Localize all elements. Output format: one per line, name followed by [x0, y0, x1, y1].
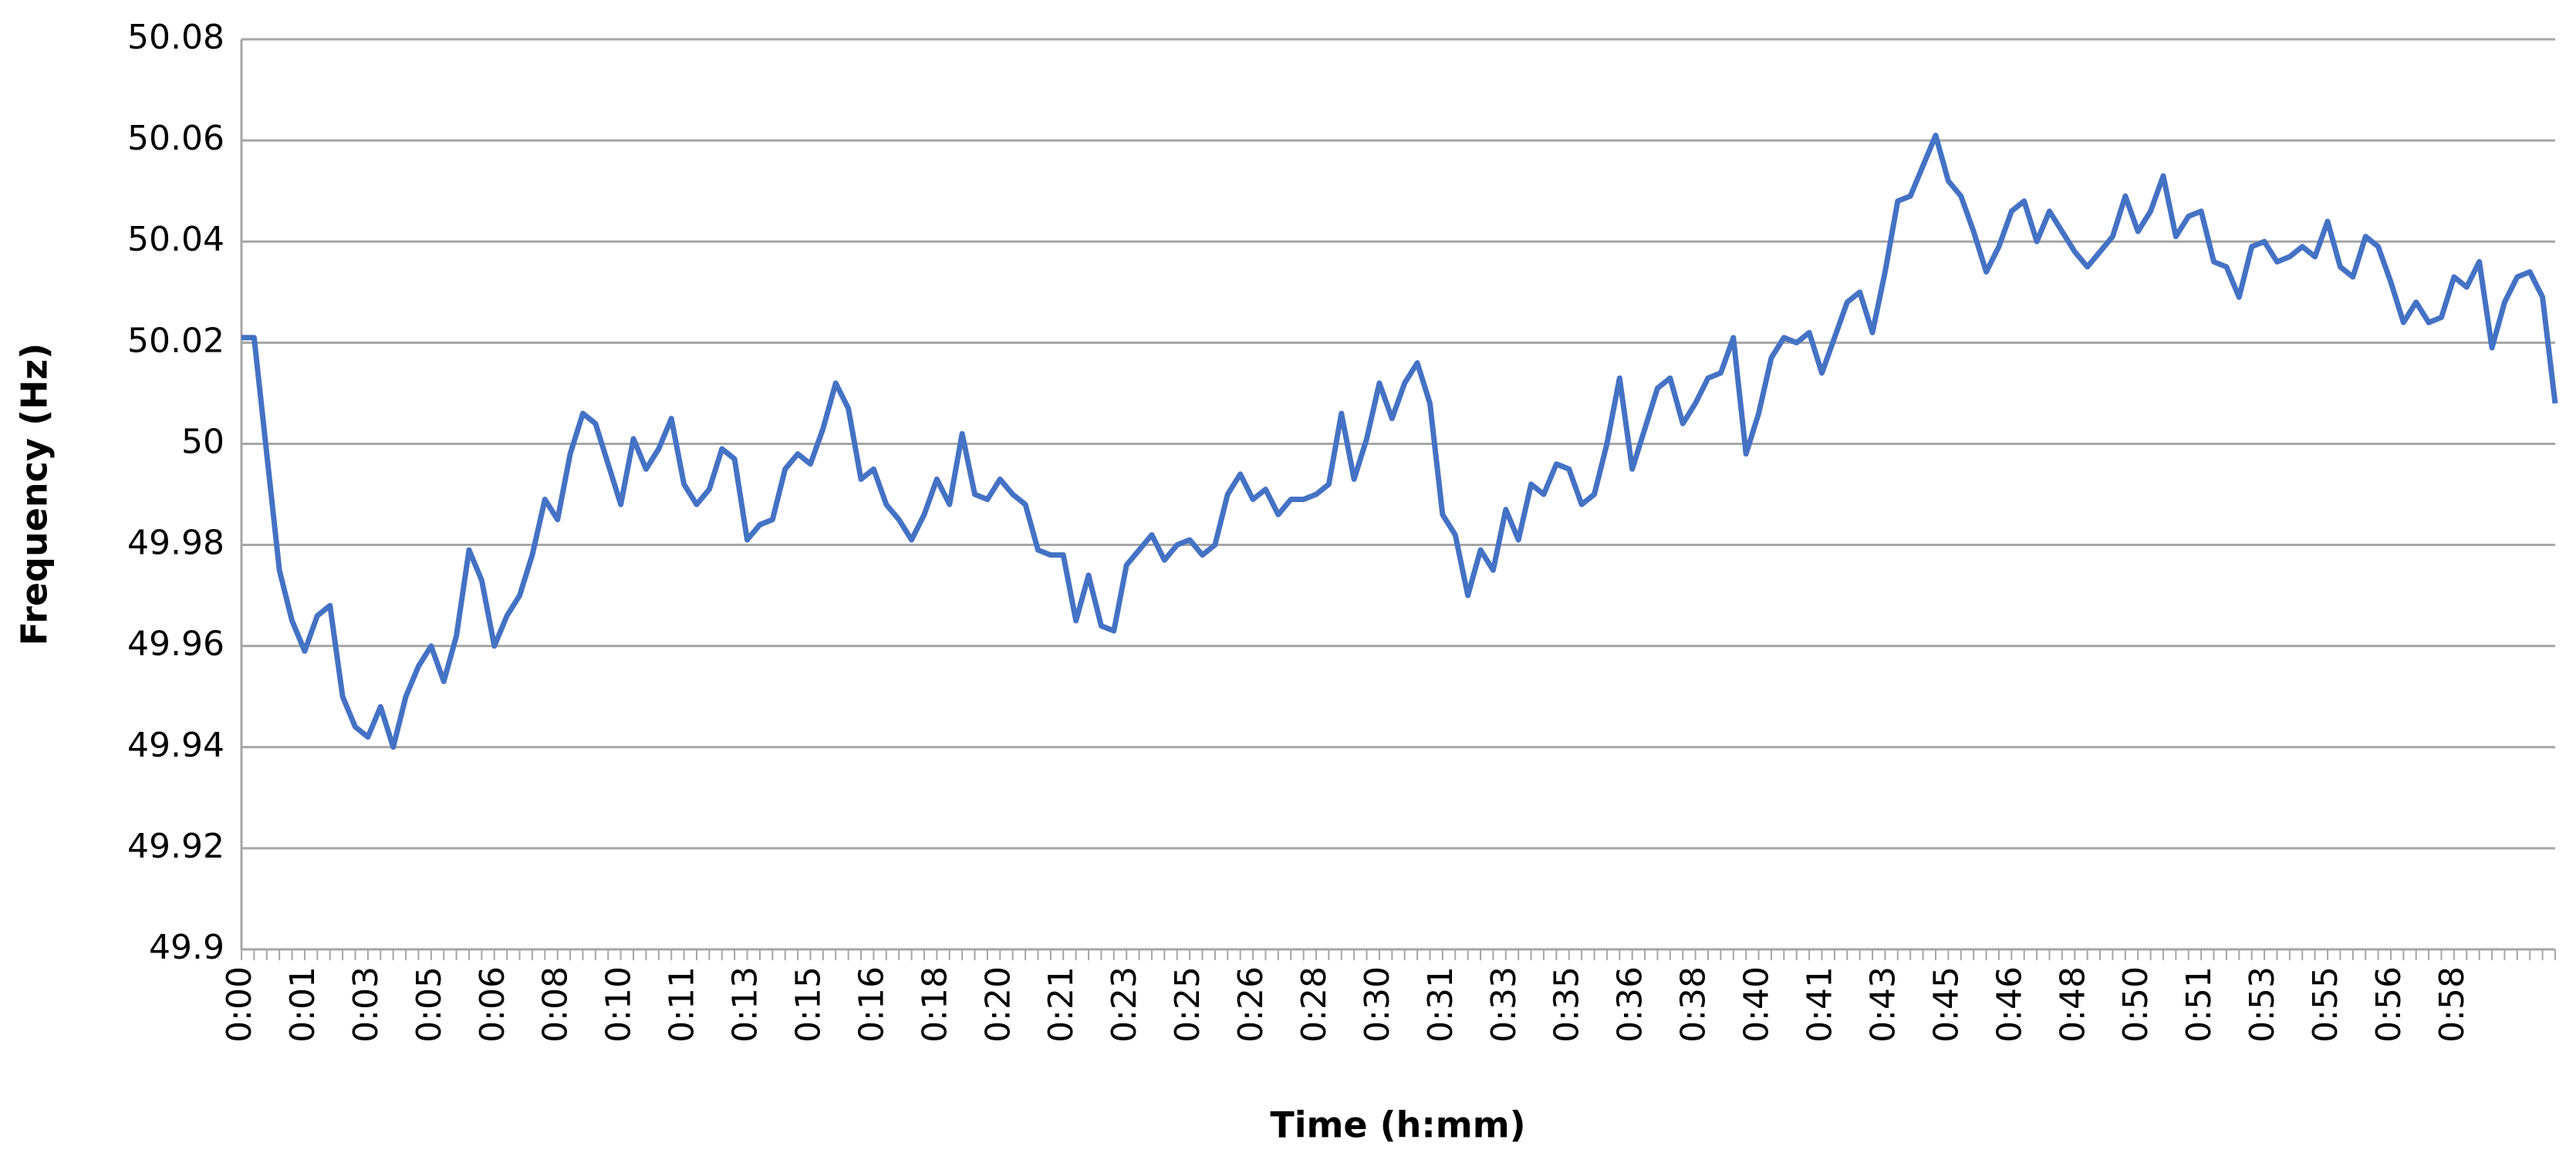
y-tick-label: 50.04: [127, 220, 225, 259]
x-tick-label: 0:15: [788, 966, 828, 1043]
x-tick-label: 0:45: [1926, 966, 1966, 1043]
x-tick-label: 0:25: [1168, 966, 1207, 1043]
data-line: [241, 133, 2558, 750]
x-tick-label: 0:38: [1674, 966, 1713, 1043]
x-tick-label: 0:33: [1484, 966, 1524, 1043]
x-tick-label: 0:00: [220, 966, 259, 1043]
x-tick-label: 0:06: [473, 966, 512, 1043]
x-tick-label: 0:55: [2306, 966, 2345, 1043]
x-tick-label: 0:18: [915, 966, 954, 1043]
x-tick-label: 0:21: [1042, 966, 1081, 1043]
y-axis-title: Frequency (Hz): [14, 343, 56, 646]
x-tick-label: 0:20: [978, 966, 1018, 1043]
x-tick-label: 0:13: [726, 966, 765, 1043]
x-tick-label: 0:10: [599, 966, 639, 1043]
x-tick-label: 0:58: [2433, 966, 2472, 1043]
x-tick-label: 0:28: [1295, 966, 1334, 1043]
x-tick-label: 0:30: [1358, 966, 1397, 1043]
y-tick-label: 49.94: [127, 726, 225, 765]
x-tick-label: 0:35: [1548, 966, 1587, 1043]
x-tick-label: 0:51: [2179, 966, 2219, 1043]
y-tick-label: 49.98: [127, 524, 225, 563]
x-tick-label: 0:03: [346, 966, 386, 1043]
y-tick-label: 50: [181, 422, 225, 461]
x-tick-label: 0:48: [2053, 966, 2092, 1043]
x-tick-label: 0:16: [852, 966, 891, 1043]
x-tick-label: 0:53: [2243, 966, 2282, 1043]
x-tick-label: 0:41: [1800, 966, 1839, 1043]
x-tick-label: 0:23: [1105, 966, 1144, 1043]
y-tick-label: 49.96: [127, 625, 225, 664]
y-tick-label: 50.02: [127, 321, 225, 360]
x-tick-label: 0:50: [2116, 966, 2156, 1043]
x-tick-label: 0:36: [1611, 966, 1650, 1043]
y-tick-label: 50.08: [127, 18, 225, 57]
x-tick-label: 0:31: [1421, 966, 1460, 1043]
y-tick-label: 49.92: [127, 827, 225, 866]
x-tick-label: 0:08: [536, 966, 576, 1043]
y-tick-label: 49.9: [149, 928, 225, 967]
x-tick-label: 0:26: [1231, 966, 1271, 1043]
x-tick-label: 0:56: [2369, 966, 2409, 1043]
x-tick-label: 0:46: [1990, 966, 2029, 1043]
x-tick-label: 0:11: [663, 966, 702, 1043]
x-tick-label: 0:40: [1737, 966, 1777, 1043]
x-tick-label: 0:05: [410, 966, 449, 1043]
y-tick-label: 50.06: [127, 119, 225, 158]
x-tick-label: 0:43: [1863, 966, 1902, 1043]
x-tick-label: 0:01: [283, 966, 322, 1043]
x-axis-title: Time (h:mm): [1270, 1104, 1525, 1146]
